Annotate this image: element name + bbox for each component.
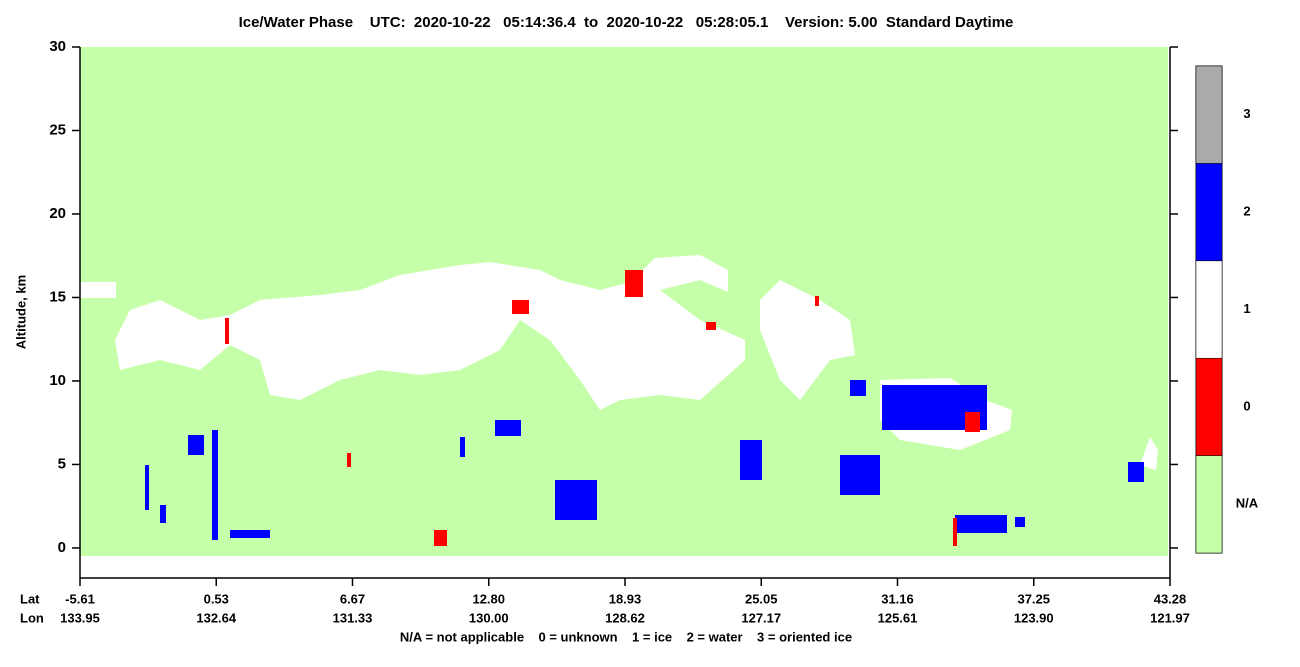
y-tick-label: 25: [49, 121, 66, 138]
water-patch: [188, 435, 204, 455]
water-patch: [1015, 517, 1025, 527]
x-tick-label: 25.05: [745, 591, 778, 606]
x-tick-label: 123.90: [1014, 610, 1054, 625]
x-tick-label: 133.95: [60, 610, 100, 625]
ice-region: [115, 255, 745, 410]
unknown-patch: [815, 296, 819, 306]
x-tick-label: 31.16: [881, 591, 914, 606]
water-patch: [955, 515, 1007, 533]
water-patch: [740, 440, 762, 480]
water-patch: [460, 437, 465, 457]
x-tick-label: 37.25: [1017, 591, 1050, 606]
y-tick-label: 30: [49, 38, 66, 55]
water-patch: [160, 505, 166, 523]
colorbar-label: N/A: [1236, 496, 1259, 511]
colorbar-swatch: [1195, 163, 1223, 262]
x-tick-label: 6.67: [340, 591, 365, 606]
ice-region: [760, 280, 855, 400]
x-row-name: Lat: [20, 591, 40, 606]
x-tick-label: 131.33: [333, 610, 373, 625]
footnote: N/A = not applicable 0 = unknown 1 = ice…: [400, 629, 852, 644]
chart-title: Ice/Water Phase UTC: 2020-10-22 05:14:36…: [239, 14, 1014, 31]
water-patch: [840, 455, 880, 495]
water-patch: [555, 480, 597, 520]
x-tick-label: 125.61: [878, 610, 918, 625]
plot-area: [80, 47, 1168, 556]
ice-region: [80, 282, 116, 298]
x-tick-label: 18.93: [609, 591, 642, 606]
water-patch: [230, 530, 270, 538]
colorbar-label: 0: [1243, 398, 1250, 413]
y-axis-label: Altitude, km: [13, 275, 28, 349]
water-patch: [212, 430, 218, 540]
water-patch: [495, 420, 521, 436]
unknown-patch: [953, 518, 957, 546]
x-tick-label: 0.53: [204, 591, 229, 606]
x-tick-label: 132.64: [196, 610, 237, 625]
colorbar-swatch: [1195, 357, 1223, 456]
colorbar-label: 2: [1243, 204, 1250, 219]
x-tick-label: 12.80: [472, 591, 505, 606]
y-tick-label: 20: [49, 205, 66, 222]
x-tick-label: 43.28: [1154, 591, 1187, 606]
water-patch: [1128, 462, 1144, 482]
colorbar-label: 3: [1243, 106, 1250, 121]
x-tick-label: 121.97: [1150, 610, 1190, 625]
water-patch: [850, 380, 866, 396]
y-tick-label: 10: [49, 372, 66, 389]
unknown-patch: [965, 412, 980, 432]
x-row-name: Lon: [20, 610, 44, 625]
colorbar-swatch: [1195, 65, 1223, 164]
water-patches: [145, 380, 1144, 540]
colorbar-swatch: [1195, 455, 1223, 554]
x-tick-label: 128.62: [605, 610, 645, 625]
unknown-patch: [512, 300, 529, 314]
unknown-patch: [434, 530, 447, 546]
y-tick-label: 5: [58, 455, 66, 472]
water-patch: [145, 465, 149, 510]
y-tick-label: 0: [58, 539, 66, 556]
ice-region: [1140, 437, 1158, 470]
x-tick-label: 130.00: [469, 610, 509, 625]
unknown-patch: [706, 322, 716, 330]
unknown-patches: [225, 270, 980, 546]
x-tick-label: -5.61: [65, 591, 95, 606]
unknown-patch: [625, 270, 643, 297]
x-tick-label: 127.17: [741, 610, 781, 625]
colorbar-swatch: [1195, 260, 1223, 359]
unknown-patch: [347, 453, 351, 467]
colorbar-label: 1: [1243, 301, 1250, 316]
y-tick-label: 15: [49, 288, 66, 305]
unknown-patch: [225, 318, 229, 344]
